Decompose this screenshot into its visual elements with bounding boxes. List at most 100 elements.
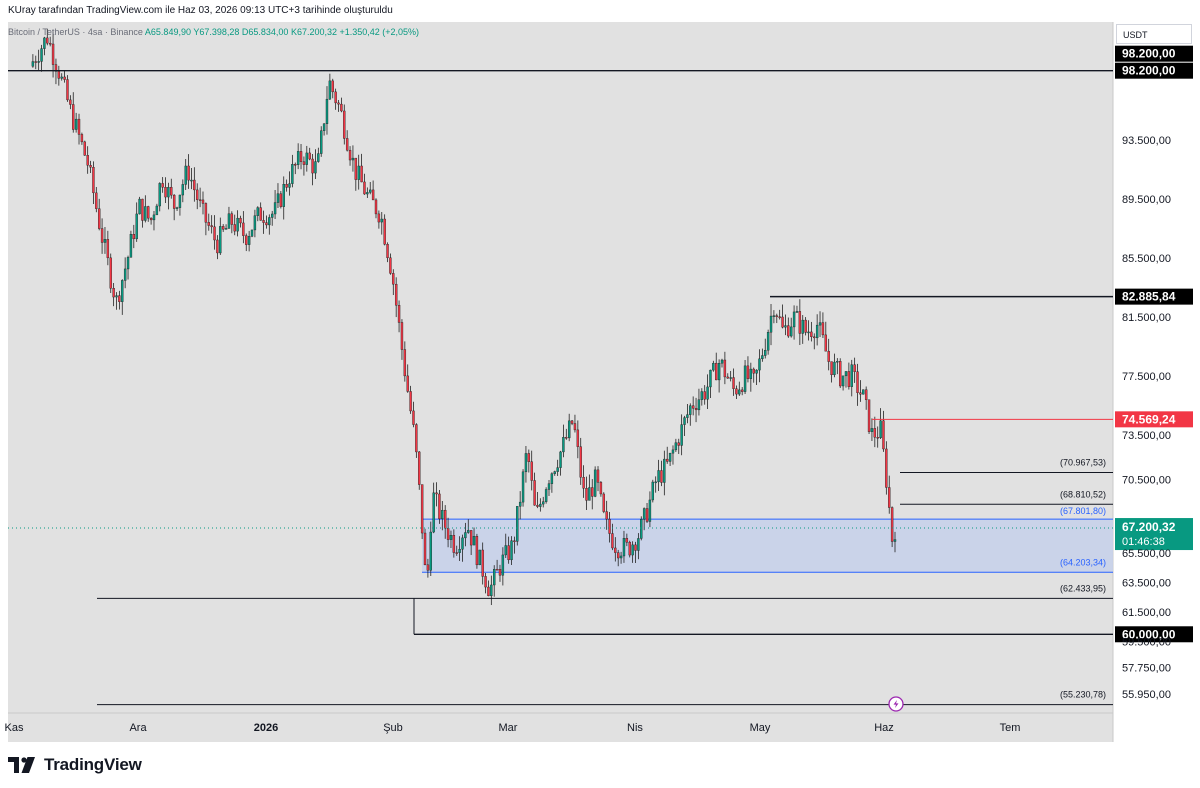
candle <box>444 505 447 539</box>
candle-body <box>680 424 683 446</box>
candle-body <box>841 375 845 387</box>
candle-body <box>813 336 816 339</box>
candle-body <box>648 499 652 522</box>
candle-body <box>37 61 40 63</box>
level-badge-bg <box>1115 411 1193 428</box>
candle-body <box>418 451 421 485</box>
candle-body <box>752 368 755 374</box>
attribution-bar: KUray tarafından TradingView.com ile Haz… <box>0 0 1200 22</box>
candle-body <box>740 389 744 392</box>
candle-body <box>144 206 147 221</box>
tradingview-logo[interactable]: TradingView <box>8 752 142 778</box>
candle-body <box>230 213 234 225</box>
candle-body <box>224 228 228 230</box>
lightning-icon[interactable] <box>888 696 904 712</box>
candle-body <box>654 481 657 484</box>
candle <box>247 230 251 252</box>
candle <box>827 338 830 371</box>
candle-body <box>184 165 187 185</box>
candle-body <box>247 236 251 245</box>
level-badge: 60.000,00 <box>1115 626 1193 643</box>
candle-body <box>412 410 415 425</box>
candle <box>792 305 796 340</box>
candle-body <box>276 193 280 203</box>
candle <box>761 348 764 362</box>
candle-body <box>435 492 438 495</box>
candle <box>487 580 490 597</box>
candle-body <box>651 481 654 501</box>
candle <box>862 389 865 395</box>
candle-body <box>147 206 150 219</box>
candle <box>334 88 337 110</box>
candle-body <box>415 424 418 453</box>
candle-body <box>311 158 314 174</box>
symbol-label[interactable]: Bitcoin / TetherUS · 4sa · Binance <box>8 27 143 37</box>
candle-body <box>467 530 470 533</box>
candle <box>311 154 314 186</box>
candle <box>331 78 334 99</box>
candle <box>559 450 562 476</box>
support-zone-layer: (67.801,80) (64.203,34) <box>422 506 1113 573</box>
candle <box>674 438 678 452</box>
candle-body <box>245 235 248 245</box>
candle-body <box>138 198 141 215</box>
candle-body <box>542 501 545 505</box>
candle-body <box>115 295 118 298</box>
candle <box>308 147 311 161</box>
candle-body <box>201 199 205 204</box>
candle <box>755 369 758 385</box>
candle <box>213 215 216 250</box>
level-badge-bg <box>1115 45 1193 62</box>
candle-body <box>158 183 161 207</box>
candle-body <box>498 569 502 576</box>
candle-body <box>867 399 871 432</box>
candle <box>37 49 40 71</box>
candle-body <box>893 539 897 542</box>
change-value: +1.350,42 (+2,05%) <box>339 27 420 37</box>
candle-body <box>259 207 262 221</box>
candle-body <box>190 179 193 182</box>
level-badge-label: 60.000,00 <box>1122 627 1176 641</box>
candle <box>787 317 790 338</box>
candle <box>853 357 856 383</box>
candle <box>807 320 810 341</box>
candle <box>617 549 620 567</box>
candle <box>749 362 753 392</box>
candle <box>57 65 61 86</box>
candle <box>608 512 611 543</box>
candle-body <box>343 110 346 139</box>
candle <box>317 147 320 163</box>
candle <box>839 358 842 389</box>
candle-body <box>778 316 781 318</box>
candle <box>766 329 770 355</box>
candle-body <box>746 365 750 379</box>
candle <box>325 86 329 135</box>
candle <box>92 161 95 204</box>
candle-body <box>784 325 787 328</box>
candle <box>585 476 588 511</box>
level-label: (62.433,95) <box>1060 583 1106 593</box>
candle <box>469 530 473 555</box>
candle-body <box>807 331 810 334</box>
candle <box>740 387 744 396</box>
candle-body <box>164 187 167 198</box>
candle <box>683 415 686 436</box>
candle <box>464 522 467 547</box>
candle <box>504 533 507 558</box>
candle <box>841 375 845 391</box>
candle <box>746 356 750 383</box>
candle <box>582 465 585 498</box>
candle-body <box>839 361 842 387</box>
y-tick-label: 55.950,00 <box>1122 689 1171 701</box>
candle-body <box>481 549 484 577</box>
candle <box>562 424 565 458</box>
candle <box>415 423 418 458</box>
candle-body <box>175 207 179 209</box>
candle <box>397 300 401 333</box>
currency-selector[interactable]: USDT <box>1116 24 1192 44</box>
candle <box>322 123 326 136</box>
candle-body <box>161 183 164 188</box>
candle <box>813 333 816 350</box>
candle <box>847 362 851 390</box>
